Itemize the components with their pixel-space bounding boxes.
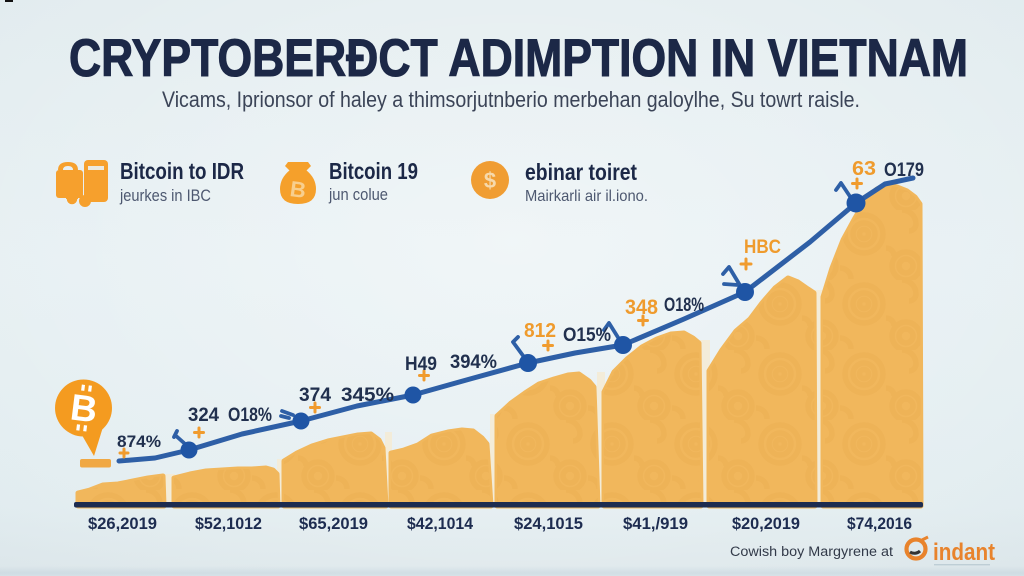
svg-text:374: 374 — [299, 385, 331, 406]
svg-text:$24,1015: $24,1015 — [514, 515, 583, 533]
svg-text:B: B — [68, 387, 100, 431]
svg-text:Mairkarli air il.iono.: Mairkarli air il.iono. — [525, 188, 648, 205]
svg-text:HBC: HBC — [744, 237, 781, 258]
svg-text:$74,2016: $74,2016 — [847, 515, 912, 533]
svg-text:Bitcoin 19: Bitcoin 19 — [329, 158, 418, 184]
svg-text:874%: 874% — [117, 432, 161, 451]
svg-text:812: 812 — [524, 320, 556, 342]
svg-text:$42,1014: $42,1014 — [407, 515, 474, 533]
svg-text:345%: 345% — [341, 385, 394, 406]
svg-text:Bitcoin to IDR: Bitcoin to IDR — [120, 158, 244, 184]
svg-text:$: $ — [484, 168, 496, 193]
svg-text:jeurkes in IBC: jeurkes in IBC — [119, 186, 211, 205]
svg-text:ebinar toiret: ebinar toiret — [525, 159, 637, 185]
svg-text:$52,1012: $52,1012 — [195, 515, 262, 533]
svg-text:O18%: O18% — [664, 295, 704, 316]
svg-text:O18%: O18% — [228, 405, 272, 426]
svg-text:$65,2019: $65,2019 — [299, 515, 368, 533]
svg-text:Vicams, Iprionsor of haley a t: Vicams, Iprionsor of haley a thimsorjutn… — [162, 87, 860, 112]
svg-text:Cowish boy Margyrene at: Cowish boy Margyrene at — [730, 544, 893, 559]
svg-text:63: 63 — [852, 158, 876, 180]
svg-text:CRYPTOBERĐCT ADIMPTION IN VIET: CRYPTOBERĐCT ADIMPTION IN VIETNAM — [69, 29, 968, 88]
svg-text:$20,2019: $20,2019 — [732, 515, 800, 533]
svg-text:B: B — [288, 176, 307, 203]
svg-text:394%: 394% — [450, 352, 497, 373]
svg-text:324: 324 — [188, 405, 219, 426]
svg-text:348: 348 — [625, 296, 658, 319]
svg-text:jun colue: jun colue — [328, 185, 388, 204]
svg-text:$41,/919: $41,/919 — [623, 515, 688, 533]
svg-text:O179: O179 — [884, 160, 924, 181]
svg-text:O15%: O15% — [563, 325, 611, 346]
svg-text:indant: indant — [933, 539, 995, 566]
svg-text:$26,2019: $26,2019 — [88, 515, 157, 533]
svg-text:H49: H49 — [405, 354, 437, 375]
